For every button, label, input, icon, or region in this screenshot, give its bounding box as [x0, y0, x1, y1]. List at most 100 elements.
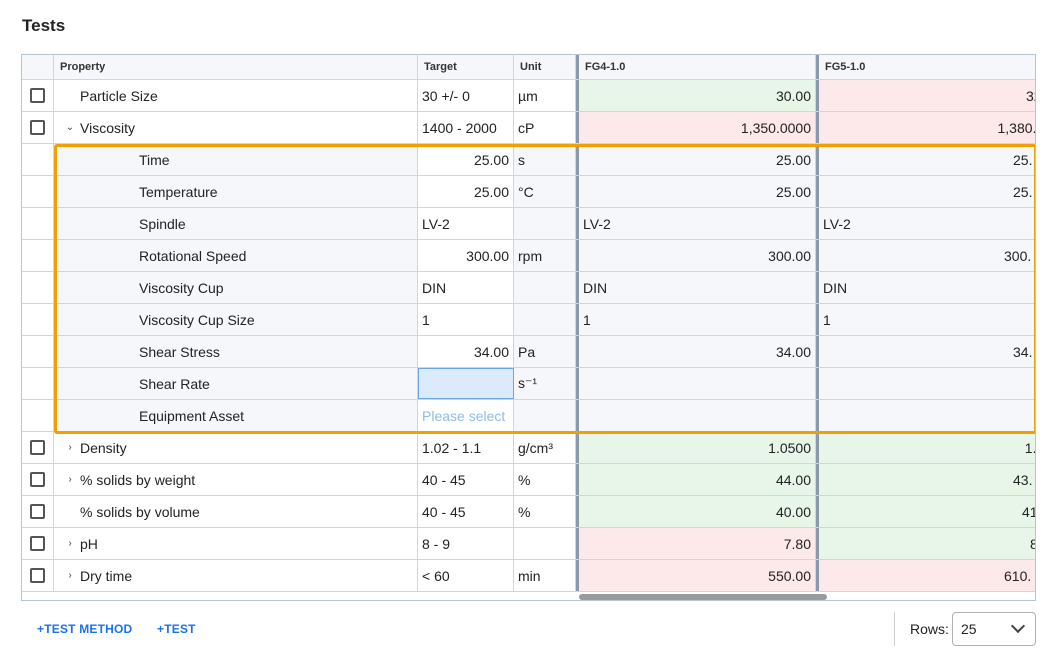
- row-checkbox[interactable]: [30, 440, 45, 455]
- fg4-cell[interactable]: [576, 400, 816, 431]
- target-cell[interactable]: 40 - 45: [418, 496, 514, 527]
- rows-per-page-select[interactable]: 25: [952, 612, 1036, 646]
- fg4-cell[interactable]: 550.00: [576, 560, 816, 591]
- fg4-cell[interactable]: 300.00: [576, 240, 816, 271]
- fg5-cell[interactable]: 1.10: [816, 432, 1036, 463]
- fg4-cell[interactable]: [576, 368, 816, 399]
- fg4-cell[interactable]: 1.0500: [576, 432, 816, 463]
- target-input[interactable]: 25.00: [418, 144, 514, 175]
- fg4-cell[interactable]: 7.80: [576, 528, 816, 559]
- child-row[interactable]: Temperature 25.00 °C 25.00 25.: [22, 176, 1035, 208]
- unit-cell: %: [514, 464, 576, 495]
- table-row[interactable]: ⌄ Viscosity 1400 - 2000 cP 1,350.0000 1,3…: [22, 112, 1035, 144]
- property-label: Temperature: [139, 183, 218, 200]
- fg5-value: 34.: [1013, 343, 1033, 360]
- table-row[interactable]: Particle Size 30 +/- 0 µm 30.00 32.: [22, 80, 1035, 112]
- fg5-cell[interactable]: [816, 400, 1035, 431]
- target-value: 40 - 45: [422, 503, 466, 520]
- fg4-value: 30.00: [775, 87, 811, 104]
- table-row[interactable]: % solids by volume 40 - 45 % 40.00 41.: [22, 496, 1035, 528]
- row-checkbox[interactable]: [30, 120, 45, 135]
- header-target[interactable]: Target: [418, 55, 514, 79]
- equipment-asset-select[interactable]: Please select: [418, 400, 514, 431]
- chevron-right-icon[interactable]: ›: [68, 538, 72, 549]
- child-row[interactable]: Viscosity Cup DIN DIN DIN: [22, 272, 1035, 304]
- chevron-down-icon[interactable]: ⌄: [65, 122, 75, 133]
- fg4-cell[interactable]: 25.00: [576, 176, 816, 207]
- fg5-cell[interactable]: 43.: [816, 464, 1035, 495]
- row-checkbox[interactable]: [30, 568, 45, 583]
- fg5-value: 1: [823, 311, 831, 328]
- target-input[interactable]: 25.00: [418, 176, 514, 207]
- fg5-value: 1.10: [1024, 439, 1036, 456]
- property-cell: Time: [54, 144, 418, 175]
- fg4-cell[interactable]: 30.00: [576, 80, 816, 111]
- chevron-right-icon[interactable]: ›: [68, 570, 72, 581]
- target-cell[interactable]: < 60: [418, 560, 514, 591]
- fg4-cell[interactable]: DIN: [576, 272, 816, 303]
- fg5-cell[interactable]: DIN: [816, 272, 1035, 303]
- target-input[interactable]: 34.00: [418, 336, 514, 367]
- target-cell[interactable]: 8 - 9: [418, 528, 514, 559]
- chevron-right-icon[interactable]: ›: [68, 442, 72, 453]
- target-cell[interactable]: 30 +/- 0: [418, 80, 514, 111]
- child-row[interactable]: Spindle LV-2 LV-2 LV-2: [22, 208, 1035, 240]
- add-test-button[interactable]: +TEST: [157, 622, 196, 636]
- child-row[interactable]: Time 25.00 s 25.00 25.: [22, 144, 1035, 176]
- fg5-cell[interactable]: [816, 368, 1035, 399]
- target-input[interactable]: 300.00: [418, 240, 514, 271]
- header-fg5[interactable]: FG5-1.0: [816, 55, 1035, 79]
- shear-rate-target-input[interactable]: [418, 368, 514, 399]
- property-label: Viscosity Cup Size: [139, 311, 255, 328]
- horizontal-scrollbar[interactable]: [579, 594, 827, 600]
- child-row[interactable]: Shear Stress 34.00 Pa 34.00 34.: [22, 336, 1035, 368]
- fg5-cell[interactable]: 32.: [816, 80, 1035, 111]
- fg5-cell[interactable]: LV-2: [816, 208, 1035, 239]
- child-row[interactable]: Rotational Speed 300.00 rpm 300.00 300.: [22, 240, 1035, 272]
- fg4-cell[interactable]: LV-2: [576, 208, 816, 239]
- fg5-cell[interactable]: 1,380.00: [816, 112, 1035, 143]
- page-title: Tests: [22, 16, 66, 35]
- row-checkbox[interactable]: [30, 472, 45, 487]
- fg4-cell[interactable]: 34.00: [576, 336, 816, 367]
- fg5-cell[interactable]: 300.: [816, 240, 1035, 271]
- fg5-cell[interactable]: 34.: [816, 336, 1035, 367]
- fg4-cell[interactable]: 1,350.0000: [576, 112, 816, 143]
- fg4-cell[interactable]: 40.00: [576, 496, 816, 527]
- rows-label: Rows:: [910, 621, 949, 637]
- target-input[interactable]: LV-2: [418, 208, 514, 239]
- table-row[interactable]: › % solids by weight 40 - 45 % 44.00 43.: [22, 464, 1035, 496]
- chevron-right-icon[interactable]: ›: [68, 474, 72, 485]
- add-test-method-button[interactable]: +TEST METHOD: [37, 622, 133, 636]
- header-property[interactable]: Property: [54, 55, 418, 79]
- fg4-cell[interactable]: 44.00: [576, 464, 816, 495]
- fg5-cell[interactable]: 8.: [816, 528, 1035, 559]
- header-unit[interactable]: Unit: [514, 55, 576, 79]
- table-row[interactable]: › pH 8 - 9 7.80 8.: [22, 528, 1035, 560]
- target-input[interactable]: 1: [418, 304, 514, 335]
- fg5-value: 8.: [819, 536, 1035, 552]
- unit-value: min: [518, 567, 541, 584]
- fg4-cell[interactable]: 25.00: [576, 144, 816, 175]
- fg4-cell[interactable]: 1: [576, 304, 816, 335]
- target-input[interactable]: DIN: [418, 272, 514, 303]
- target-cell[interactable]: 1400 - 2000: [418, 112, 514, 143]
- fg5-cell[interactable]: 41.: [816, 496, 1035, 527]
- row-checkbox[interactable]: [30, 536, 45, 551]
- header-fg4[interactable]: FG4-1.0: [576, 55, 816, 79]
- child-row[interactable]: Shear Rate s⁻¹: [22, 368, 1035, 400]
- target-cell[interactable]: 40 - 45: [418, 464, 514, 495]
- table-row[interactable]: › Dry time < 60 min 550.00 610.: [22, 560, 1035, 592]
- child-row[interactable]: Viscosity Cup Size 1 1 1: [22, 304, 1035, 336]
- fg5-cell[interactable]: 610.: [816, 560, 1035, 591]
- fg4-value: 40.00: [775, 503, 811, 520]
- row-checkbox[interactable]: [30, 504, 45, 519]
- row-select-cell: [22, 304, 54, 335]
- child-row[interactable]: Equipment Asset Please select: [22, 400, 1035, 432]
- fg5-cell[interactable]: 1: [816, 304, 1035, 335]
- fg5-cell[interactable]: 25.: [816, 144, 1035, 175]
- fg5-cell[interactable]: 25.: [816, 176, 1035, 207]
- table-row[interactable]: › Density 1.02 - 1.1 g/cm³ 1.0500 1.10: [22, 432, 1036, 464]
- target-cell[interactable]: 1.02 - 1.1: [418, 432, 514, 463]
- row-checkbox[interactable]: [30, 88, 45, 103]
